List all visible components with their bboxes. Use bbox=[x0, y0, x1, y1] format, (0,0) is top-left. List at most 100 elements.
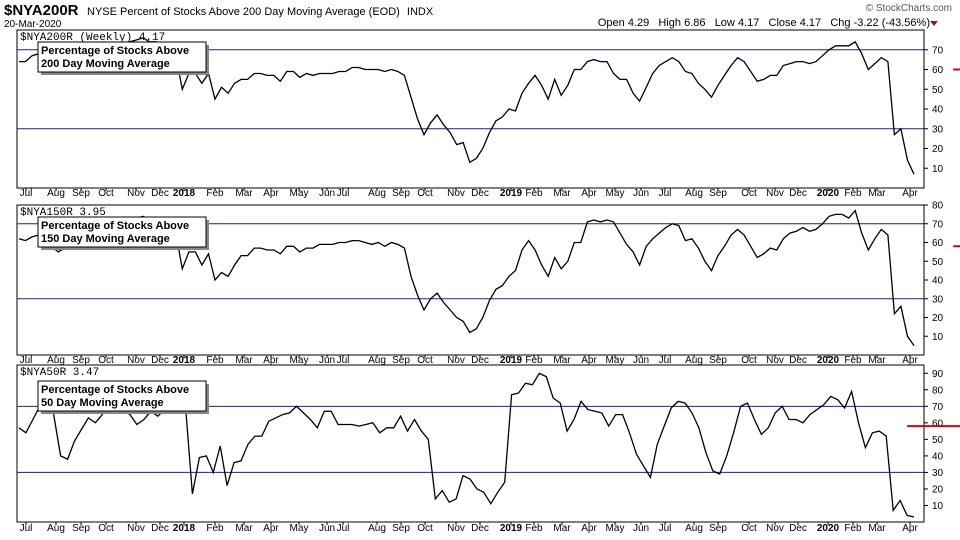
x-tick-label: Apr bbox=[902, 188, 918, 199]
x-tick-label: Sep bbox=[392, 355, 410, 366]
chart-description: NYSE Percent of Stocks Above 200 Day Mov… bbox=[87, 6, 437, 18]
description-text: NYSE Percent of Stocks Above 200 Day Mov… bbox=[87, 6, 400, 18]
annotation-box bbox=[37, 41, 207, 73]
x-tick-label: Jul bbox=[337, 188, 350, 199]
x-tick-label: May bbox=[290, 188, 309, 199]
x-tick-label: Aug bbox=[368, 188, 386, 199]
x-tick-label: Aug bbox=[368, 523, 386, 534]
x-tick-label: Dec bbox=[789, 523, 807, 534]
low-label: Low bbox=[714, 17, 735, 29]
panel-title: $NYA150R 3.95 bbox=[20, 207, 106, 219]
y-tick-label: 40 bbox=[932, 105, 944, 116]
y-tick-label: 50 bbox=[932, 257, 944, 268]
panel-title: $NYA50R 3.47 bbox=[20, 367, 99, 379]
x-tick-label: Apr bbox=[581, 188, 597, 199]
annotation-line: Percentage of Stocks Above bbox=[41, 384, 189, 396]
y-tick-label: 90 bbox=[932, 369, 944, 380]
y-tick-label: 30 bbox=[932, 468, 944, 479]
x-tick-label: Apr bbox=[902, 523, 918, 534]
x-tick-label: Jul bbox=[20, 523, 33, 534]
y-tick-label: 10 bbox=[932, 501, 944, 512]
x-tick-label: Nov bbox=[447, 188, 465, 199]
x-tick-label: Jul bbox=[20, 355, 33, 366]
x-tick-label: Mar bbox=[553, 523, 571, 534]
x-tick-label: Jul bbox=[337, 523, 350, 534]
x-tick-label: 2019 bbox=[500, 188, 523, 199]
y-tick-label: 30 bbox=[932, 124, 944, 135]
x-tick-label: Dec bbox=[471, 355, 489, 366]
annotation-line: 50 Day Moving Average bbox=[41, 397, 164, 409]
x-tick-label: Feb bbox=[844, 355, 862, 366]
annotation-box bbox=[37, 380, 207, 412]
x-tick-label: Nov bbox=[766, 188, 784, 199]
x-tick-label: Aug bbox=[685, 355, 703, 366]
x-tick-label: Jul bbox=[659, 188, 672, 199]
panel-title: $NYA200R (Weekly) 4.17 bbox=[20, 32, 165, 44]
x-tick-label: Oct bbox=[98, 188, 114, 199]
open-value: 4.29 bbox=[627, 17, 650, 29]
annotation-line: Percentage of Stocks Above bbox=[41, 45, 189, 57]
close-label: Close bbox=[768, 17, 797, 29]
x-tick-label: Feb bbox=[844, 188, 862, 199]
x-tick-label: Sep bbox=[709, 355, 727, 366]
x-tick-label: Dec bbox=[789, 355, 807, 366]
y-tick-label: 10 bbox=[932, 164, 944, 175]
x-tick-label: Jun bbox=[319, 355, 335, 366]
x-tick-label: Jun bbox=[319, 188, 335, 199]
y-tick-label: 50 bbox=[932, 85, 944, 96]
x-tick-label: Dec bbox=[471, 523, 489, 534]
brand-logo[interactable]: © StockCharts.com bbox=[865, 3, 952, 14]
x-tick-label: 2018 bbox=[173, 523, 196, 534]
x-tick-label: Sep bbox=[72, 523, 90, 534]
x-tick-label: 2019 bbox=[500, 523, 523, 534]
x-tick-label: Feb bbox=[206, 188, 224, 199]
x-tick-label: Sep bbox=[709, 523, 727, 534]
chart-date: 20-Mar-2020 bbox=[4, 19, 62, 30]
x-tick-label: Dec bbox=[151, 523, 169, 534]
y-tick-label: 30 bbox=[932, 294, 944, 305]
x-tick-label: Aug bbox=[368, 355, 386, 366]
x-tick-label: Aug bbox=[47, 188, 65, 199]
high-value: 6.86 bbox=[684, 17, 706, 29]
open-label: Open bbox=[597, 17, 625, 29]
high-label: High bbox=[658, 17, 682, 29]
x-tick-label: Dec bbox=[151, 355, 169, 366]
y-tick-label: 10 bbox=[932, 332, 944, 343]
y-tick-label: 20 bbox=[932, 144, 944, 155]
annotation-line: 200 Day Moving Average bbox=[41, 58, 170, 70]
annotation-box bbox=[37, 216, 207, 248]
x-tick-label: Dec bbox=[789, 188, 807, 199]
x-tick-label: Mar bbox=[868, 523, 886, 534]
x-tick-label: Mar bbox=[553, 188, 571, 199]
x-tick-label: Mar bbox=[553, 355, 571, 366]
x-tick-label: Oct bbox=[417, 188, 433, 199]
x-tick-label: 2020 bbox=[817, 188, 840, 199]
x-tick-label: Nov bbox=[127, 355, 145, 366]
x-tick-label: 2020 bbox=[817, 523, 840, 534]
x-tick-label: Oct bbox=[741, 188, 757, 199]
y-tick-label: 20 bbox=[932, 484, 944, 495]
x-tick-label: Aug bbox=[47, 523, 65, 534]
x-tick-label: Feb bbox=[206, 523, 224, 534]
x-tick-label: Nov bbox=[127, 188, 145, 199]
x-tick-label: Sep bbox=[72, 355, 90, 366]
x-tick-label: Oct bbox=[741, 355, 757, 366]
x-tick-label: Sep bbox=[709, 188, 727, 199]
x-tick-label: Feb bbox=[844, 523, 862, 534]
quote-summary: Open 4.29 High 6.86 Low 4.17 Close 4.17 … bbox=[598, 17, 930, 29]
y-tick-label: 40 bbox=[932, 276, 944, 287]
close-value: 4.17 bbox=[799, 17, 822, 29]
y-tick-label: 70 bbox=[932, 402, 944, 413]
x-tick-label: Feb bbox=[206, 355, 224, 366]
y-tick-label: 50 bbox=[932, 435, 944, 446]
x-tick-label: Oct bbox=[98, 355, 114, 366]
x-tick-label: Apr bbox=[263, 188, 279, 199]
x-tick-label: Apr bbox=[581, 355, 597, 366]
chart-panel-2: 10 20 30 40 50 60 70 80 Jul Aug Sep Oct Nov Dec 2018 Fe… bbox=[16, 201, 960, 366]
annotation-line: Percentage of Stocks Above bbox=[41, 220, 189, 232]
x-tick-label: Nov bbox=[766, 523, 784, 534]
x-tick-label: Mar bbox=[235, 523, 253, 534]
low-value: 4.17 bbox=[737, 17, 760, 29]
x-tick-label: Feb bbox=[525, 355, 543, 366]
x-tick-label: May bbox=[290, 355, 309, 366]
